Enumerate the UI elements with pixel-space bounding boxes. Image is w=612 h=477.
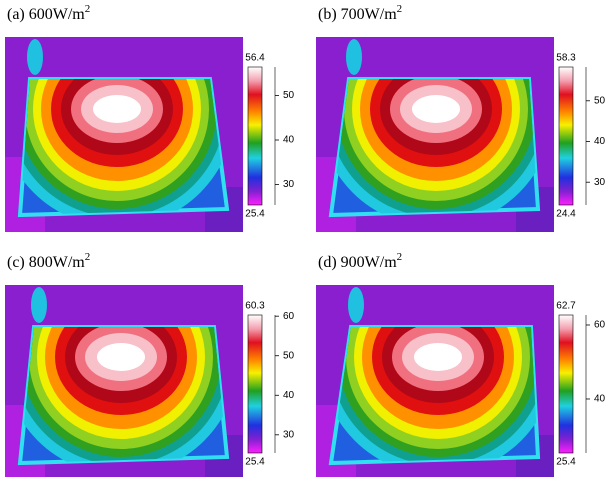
caption-text: (c) 800W/m <box>7 254 85 271</box>
panel: (c) 800W/m2 60.3 25.4 30 40 50 60 <box>3 239 295 477</box>
panel-caption: (a) 600W/m2 <box>7 3 90 23</box>
caption-text: (b) 700W/m <box>318 6 397 23</box>
caption-text: (d) 900W/m <box>318 254 397 271</box>
colorbar-tick-label: 40 <box>594 394 606 405</box>
caption-text: (a) 600W/m <box>7 6 85 23</box>
colorbar-max: 62.7 <box>556 301 576 312</box>
thermal-image <box>3 239 243 477</box>
colorbar <box>248 67 262 205</box>
colorbar-tick-label: 50 <box>283 90 295 101</box>
panel: (d) 900W/m2 62.7 25.4 40 60 <box>316 239 606 477</box>
colorbar-tick-label: 30 <box>283 179 295 190</box>
panel-caption: (d) 900W/m2 <box>318 251 402 271</box>
figure: (a) 600W/m256.425.4304050(b) 700W/m258.3… <box>0 0 612 477</box>
panel-caption: (b) 700W/m2 <box>318 3 402 23</box>
colorbar-max: 60.3 <box>245 301 265 312</box>
colorbar-max: 56.4 <box>245 53 265 64</box>
colorbar-tick-label: 50 <box>594 95 606 106</box>
thermal-image <box>316 0 554 232</box>
colorbar <box>559 67 573 205</box>
thermal-image <box>0 0 243 232</box>
panel: (a) 600W/m2 56.4 25.4 30 40 50 <box>0 0 295 232</box>
colorbar-min: 25.4 <box>556 457 576 468</box>
caption-exponent: 2 <box>85 251 91 263</box>
caption-exponent: 2 <box>397 251 403 263</box>
colorbar-min: 25.4 <box>245 457 265 468</box>
caption-exponent: 2 <box>397 3 403 15</box>
colorbar-max: 58.3 <box>556 53 576 64</box>
thermal-image <box>316 239 556 477</box>
colorbar-tick-label: 30 <box>594 177 606 188</box>
colorbar-tick-label: 40 <box>594 136 606 147</box>
colorbar-tick-label: 40 <box>283 390 295 401</box>
panel-caption: (c) 800W/m2 <box>7 251 90 271</box>
colorbar-min: 25.4 <box>245 209 265 220</box>
caption-exponent: 2 <box>85 3 91 15</box>
colorbar <box>248 315 262 453</box>
colorbar-tick-label: 60 <box>594 320 606 331</box>
colorbar-tick-label: 40 <box>283 135 295 146</box>
colorbar-tick-label: 30 <box>283 429 295 440</box>
colorbar-tick-label: 60 <box>283 311 295 322</box>
colorbar <box>559 315 573 453</box>
colorbar-min: 24.4 <box>556 209 576 220</box>
panel: (b) 700W/m2 58.3 24.4 30 40 50 <box>316 0 606 232</box>
colorbar-tick-label: 50 <box>283 350 295 361</box>
